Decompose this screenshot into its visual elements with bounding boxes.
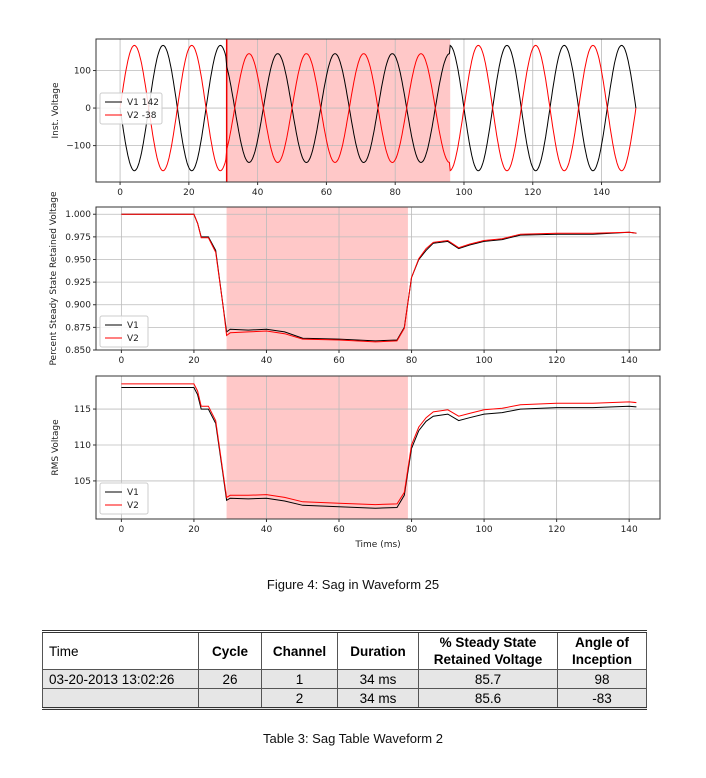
cell-channel: 1: [261, 669, 338, 689]
x-axis-label: Time (ms): [354, 540, 400, 550]
plot-frame: [95, 375, 661, 520]
legend-label: V2 -38: [127, 111, 157, 121]
x-tick-label: 40: [252, 188, 264, 198]
y-tick-label: 110: [74, 441, 91, 451]
table-row: 2 34 ms 85.6 -83: [42, 688, 647, 709]
x-tick-label: 120: [548, 525, 565, 535]
cell-cycle: [198, 688, 262, 709]
y-axis-label: Inst. Voltage: [51, 82, 61, 139]
y-tick-label: 100: [74, 67, 91, 77]
sag-region: [226, 207, 408, 350]
x-tick-label: 40: [261, 525, 273, 535]
header-cycle: Cycle: [198, 631, 262, 670]
x-tick-label: 20: [188, 525, 200, 535]
x-tick-label: 140: [593, 188, 610, 198]
y-tick-label: 0.900: [65, 301, 91, 311]
y-tick-label: 0.950: [65, 255, 91, 265]
x-tick-label: 80: [406, 356, 418, 366]
y-tick-label: 0.875: [65, 323, 91, 333]
header-time: Time: [42, 631, 199, 670]
chart-1: 0 20 40 60 80 100 120 140 −100 0 100 Inst. Voltage V…: [51, 38, 661, 198]
x-tick-label: 60: [333, 356, 345, 366]
plot-frame: [95, 206, 661, 351]
x-tick-label: 100: [475, 525, 492, 535]
y-tick-label: 105: [74, 477, 91, 487]
table-header-row: Time Cycle Channel Duration % Steady Sta…: [42, 631, 647, 670]
chart-3: 0 20 40 60 80 100 120 140 105 110 115 RMS Voltage Ti…: [51, 375, 661, 550]
x-tick-label: 60: [321, 188, 333, 198]
x-tick-label: 120: [548, 356, 565, 366]
cell-angle: 98: [557, 669, 647, 689]
legend-box: [99, 482, 149, 515]
y-tick-label: 0: [85, 104, 91, 114]
legend-label: V2: [127, 501, 139, 511]
table-row: 03-20-2013 13:02:26 26 1 34 ms 85.7 98: [42, 669, 647, 689]
cell-duration: 34 ms: [337, 669, 419, 689]
x-tick-label: 80: [406, 525, 418, 535]
y-tick-label: 1.000: [65, 210, 91, 220]
x-tick-label: 0: [119, 356, 125, 366]
series-line-v2: [119, 44, 637, 172]
plot-frame: [95, 38, 661, 183]
cell-angle: -83: [557, 688, 647, 709]
y-axis-label: RMS Voltage: [51, 419, 61, 476]
chart-2: 0 20 40 60 80 100 120 140 0.850 0.875 0.900 0.925 0.…: [49, 191, 661, 366]
legend-label: V1: [127, 488, 139, 498]
x-tick-label: 20: [188, 356, 200, 366]
x-tick-label: 60: [333, 525, 345, 535]
y-tick-label: 0.925: [65, 278, 91, 288]
cell-retained-voltage: 85.6: [418, 688, 558, 709]
y-tick-label: 115: [74, 405, 91, 415]
x-tick-label: 120: [524, 188, 541, 198]
cell-retained-voltage: 85.7: [418, 669, 558, 689]
header-retained-voltage: % Steady State Retained Voltage: [418, 631, 558, 670]
legend: V1 142 V2 -38: [99, 92, 163, 125]
legend-box: [99, 92, 163, 125]
series-line-v2: [121, 383, 637, 506]
y-axis-label: Percent Steady State Retained Voltage: [49, 191, 59, 366]
y-tick-label: 0.850: [65, 346, 91, 356]
x-tick-label: 0: [119, 525, 125, 535]
cell-cycle: 26: [198, 669, 262, 689]
x-tick-label: 80: [389, 188, 401, 198]
x-tick-label: 100: [455, 188, 472, 198]
figure-caption: Figure 4: Sag in Waveform 25: [266, 577, 440, 592]
cell-time: [42, 688, 199, 709]
legend-label: V1 142: [127, 98, 159, 108]
series-line-v2: [121, 213, 637, 343]
sag-table: Time Cycle Channel Duration % Steady Sta…: [42, 630, 647, 710]
legend-box: [99, 315, 149, 348]
header-duration: Duration: [337, 631, 419, 670]
sag-region: [226, 376, 408, 519]
figure-charts: 0 20 40 60 80 100 120 140 −100 0 100 Inst. Voltage V…: [49, 38, 661, 550]
x-tick-label: 20: [183, 188, 195, 198]
header-angle: Angle of Inception: [557, 631, 647, 670]
x-tick-label: 100: [475, 356, 492, 366]
legend-label: V1: [127, 321, 139, 331]
cell-channel: 2: [261, 688, 338, 709]
header-channel: Channel: [261, 631, 338, 670]
y-tick-label: 0.975: [65, 233, 91, 243]
x-tick-label: 140: [621, 525, 638, 535]
y-tick-label: −100: [66, 142, 91, 152]
x-tick-label: 40: [261, 356, 273, 366]
cell-duration: 34 ms: [337, 688, 419, 709]
x-tick-label: 0: [117, 188, 123, 198]
cell-time: 03-20-2013 13:02:26: [42, 669, 199, 689]
table-caption: Table 3: Sag Table Waveform 2: [263, 731, 443, 746]
x-tick-label: 140: [621, 356, 638, 366]
legend-label: V2: [127, 334, 139, 344]
